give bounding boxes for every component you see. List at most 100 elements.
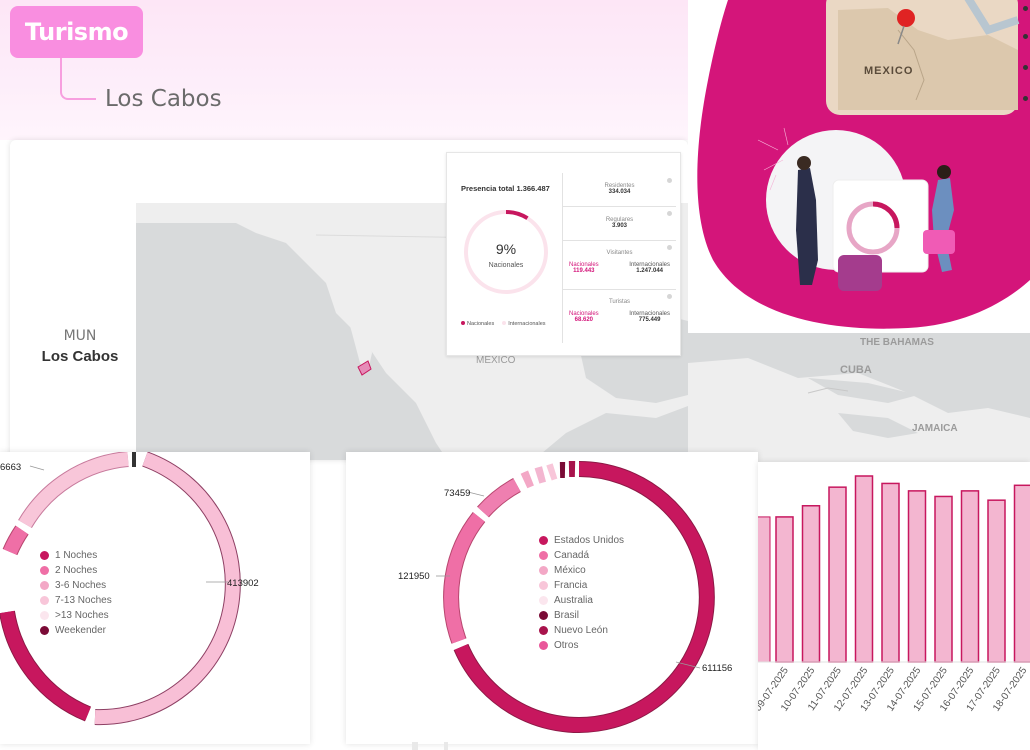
nights-legend-item[interactable]: >13 Noches [40,608,112,623]
origin-legend-item[interactable]: Canadá [539,548,624,563]
legend-swatch [40,611,49,620]
legend-swatch [539,581,548,590]
legend-swatch [40,626,49,635]
visitantes-nac-label: Nacionales [569,262,599,268]
info-icon[interactable] [667,245,672,250]
box-visitantes: Visitantes Nacionales 119.443 Internacion… [563,242,676,290]
bar[interactable] [854,475,874,663]
origin-label-c: 611156 [702,663,733,674]
nights-label-right: 413902 [227,578,259,589]
box-turistas: Turistas Nacionales 68.620 Internacionale… [563,291,676,341]
legend-label: Nuevo León [554,625,608,636]
nights-legend-item[interactable]: 2 Noches [40,563,112,578]
nights-legend-item[interactable]: Weekender [40,623,112,638]
nights-legend-item[interactable]: 3-6 Noches [40,578,112,593]
scroll-fragment [412,742,418,750]
bar[interactable] [960,490,980,663]
origin-chart-card: 73459 121950 611156 Estados Unidos Canadá… [346,452,758,744]
regulares-label: Regulares [605,217,634,223]
visitantes-int-label: Internacionales [629,262,670,268]
origin-legend-item[interactable]: Nuevo León [539,623,624,638]
legend-swatch [539,566,548,575]
visitantes-int-value: 1.247.044 [636,268,663,274]
legend-swatch [539,611,548,620]
legend-label: Otros [554,640,579,651]
residentes-label: Residentes [604,183,635,189]
section-pill[interactable]: Turismo [10,6,143,58]
bar[interactable] [828,486,847,663]
scroll-fragment [444,742,448,750]
legend-int: Internacionales [508,321,546,327]
visitantes-label: Visitantes [606,250,633,256]
legend-swatch [40,566,49,575]
nights-legend-item[interactable]: 7-13 Noches [40,593,112,608]
origin-legend-item[interactable]: Francia [539,578,624,593]
box-regulares: Regulares 3.903 [563,208,676,241]
turistas-nac-value: 68.620 [574,317,594,323]
legend-swatch [539,536,548,545]
daily-bar-chart: 09-07-202510-07-202511-07-202512-07-2025… [751,475,1030,714]
breadcrumb-connector [60,58,96,100]
bar[interactable] [881,482,900,663]
legend-label: Estados Unidos [554,535,625,546]
origin-legend-item[interactable]: Otros [539,638,624,653]
legend-label: México [554,565,586,576]
bar[interactable] [801,505,821,663]
info-icon[interactable] [667,178,672,183]
stats-divider [562,173,563,343]
map-extension: THE BAHAMAS CUBA JAMAICA [688,333,1030,463]
nights-legend-item[interactable]: 1 Noches [40,548,112,563]
box-residentes: Residentes 334.034 [563,175,676,207]
map-label-cuba: CUBA [840,364,872,376]
nights-legend: 1 Noches 2 Noches 3-6 Noches 7-13 Noches >13… [40,548,112,638]
origin-label-b: 121950 [398,571,430,582]
origin-legend-item[interactable]: Estados Unidos [539,533,624,548]
nights-donut [0,452,241,726]
legend-label: 1 Noches [55,550,98,561]
info-icon[interactable] [667,294,672,299]
promo-bullets [1016,0,1030,110]
gauge-legend: Nacionales Internacionales [461,321,546,327]
origin-legend-item[interactable]: Brasil [539,608,624,623]
legend-swatch [40,596,49,605]
legend-nac: Nacionales [467,321,495,327]
nights-chart-card: 6663 413902 1 Noches 2 Noches 3-6 Noches 7-… [0,452,310,744]
bar[interactable] [934,495,953,663]
legend-label: Australia [554,595,593,606]
legend-label: 2 Noches [55,565,98,576]
origin-donut [436,460,715,733]
turistas-int-value: 775.449 [638,317,661,323]
origin-legend-item[interactable]: México [539,563,624,578]
bar[interactable] [775,516,794,663]
bar[interactable] [751,516,771,663]
mun-prefix: MUN [63,328,97,344]
map-label-jamaica: JAMAICA [912,423,958,434]
legend-swatch [539,626,548,635]
residentes-value: 334.034 [608,189,631,195]
legend-swatch [40,551,49,560]
nights-label-top: 6663 [0,462,22,473]
legend-swatch [40,581,49,590]
turistas-int-label: Internacionales [629,311,670,317]
regulares-value: 3.903 [611,223,627,229]
total-presence: Presencia total 1.366.487 [461,184,550,193]
bar[interactable] [907,490,927,663]
municipality-label: MUN Los Cabos [40,328,120,367]
info-icon[interactable] [667,211,672,216]
bar[interactable] [987,499,1006,663]
presence-stats-panel: Presencia total 1.366.487 9% Nacionales … [446,152,681,356]
origin-legend: Estados Unidos Canadá México Francia Austral… [539,533,624,653]
origin-label-a: 73459 [444,488,471,499]
promo-graphic: MEXICO [688,0,1030,333]
bar[interactable] [1013,484,1030,663]
legend-label: 7-13 Noches [55,595,112,606]
mun-name: Los Cabos [41,348,119,365]
legend-label: Canadá [554,550,590,561]
legend-swatch [539,596,548,605]
origin-legend-item[interactable]: Australia [539,593,624,608]
legend-label: Francia [554,580,588,591]
promo-map-word: MEXICO [864,65,913,77]
gauge-sub: Nacionales [489,262,524,269]
turistas-nac-label: Nacionales [569,311,599,317]
map-label-mexico: MÉXICO [476,353,516,366]
